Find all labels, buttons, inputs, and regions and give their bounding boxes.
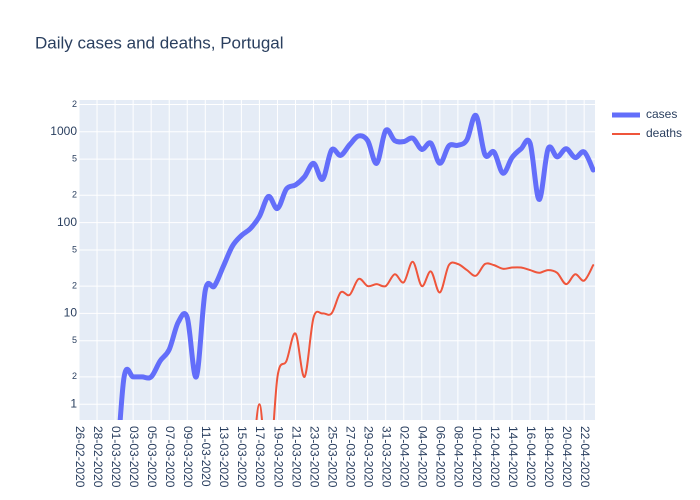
y-tick-label: 2 bbox=[72, 190, 77, 200]
x-tick-label: 05-03-2020 bbox=[145, 426, 159, 488]
x-tick-label: 18-04-2020 bbox=[542, 426, 556, 488]
x-tick-label: 26-02-2020 bbox=[73, 426, 87, 488]
x-tick-label: 27-03-2020 bbox=[343, 426, 357, 488]
x-tick-label: 17-03-2020 bbox=[253, 426, 267, 488]
x-tick-label: 10-04-2020 bbox=[470, 426, 484, 488]
x-tick-label: 16-04-2020 bbox=[524, 426, 538, 488]
y-tick-label: 5 bbox=[72, 335, 77, 345]
chart-title: Daily cases and deaths, Portugal bbox=[35, 33, 284, 52]
x-tick-label: 19-03-2020 bbox=[271, 426, 285, 488]
x-tick-label: 09-03-2020 bbox=[181, 426, 195, 488]
x-tick-label: 11-03-2020 bbox=[199, 426, 213, 487]
x-tick-label: 15-03-2020 bbox=[235, 426, 249, 488]
x-tick-label: 03-03-2020 bbox=[127, 426, 141, 488]
x-tick-label: 21-03-2020 bbox=[289, 426, 303, 488]
x-tick-label: 28-02-2020 bbox=[91, 426, 105, 488]
x-tick-label: 20-04-2020 bbox=[560, 426, 574, 488]
y-tick-label: 1 bbox=[70, 396, 77, 410]
y-tick-label: 2 bbox=[72, 99, 77, 109]
lines bbox=[117, 112, 595, 420]
x-tick-label: 01-03-2020 bbox=[109, 426, 123, 488]
y-tick-label: 2 bbox=[72, 280, 77, 290]
x-tick-label: 25-03-2020 bbox=[325, 426, 339, 488]
x-tick-label: 13-03-2020 bbox=[217, 426, 231, 488]
x-tick-label: 04-04-2020 bbox=[416, 426, 430, 488]
x-tick-label: 08-04-2020 bbox=[452, 426, 466, 488]
series-line bbox=[117, 112, 595, 420]
x-tick-label: 07-03-2020 bbox=[163, 426, 177, 488]
y-tick-label: 2 bbox=[72, 371, 77, 381]
legend-label: deaths bbox=[646, 126, 682, 140]
y-tick-label: 5 bbox=[72, 244, 77, 254]
x-tick-label: 23-03-2020 bbox=[307, 426, 321, 488]
x-tick-label: 12-04-2020 bbox=[488, 426, 502, 488]
x-tick-label: 14-04-2020 bbox=[506, 426, 520, 488]
y-tick-label: 1000 bbox=[50, 124, 77, 138]
y-tick-label: 100 bbox=[57, 215, 77, 229]
y-tick-label: 10 bbox=[64, 306, 78, 320]
x-tick-label: 06-04-2020 bbox=[434, 426, 448, 488]
labels: 1 2 5 10 2 5 100 2 5 1000 2 26-02-2020 28-02-2020 01-… bbox=[50, 99, 682, 488]
y-tick-label: 5 bbox=[72, 154, 77, 164]
x-tick-label: 02-04-2020 bbox=[398, 426, 412, 488]
x-tick-label: 31-03-2020 bbox=[380, 426, 394, 488]
x-tick-label: 22-04-2020 bbox=[578, 426, 592, 488]
x-tick-label: 29-03-2020 bbox=[361, 426, 375, 488]
grid bbox=[78, 100, 595, 420]
series-line bbox=[255, 260, 595, 420]
legend-label: cases bbox=[646, 107, 677, 121]
